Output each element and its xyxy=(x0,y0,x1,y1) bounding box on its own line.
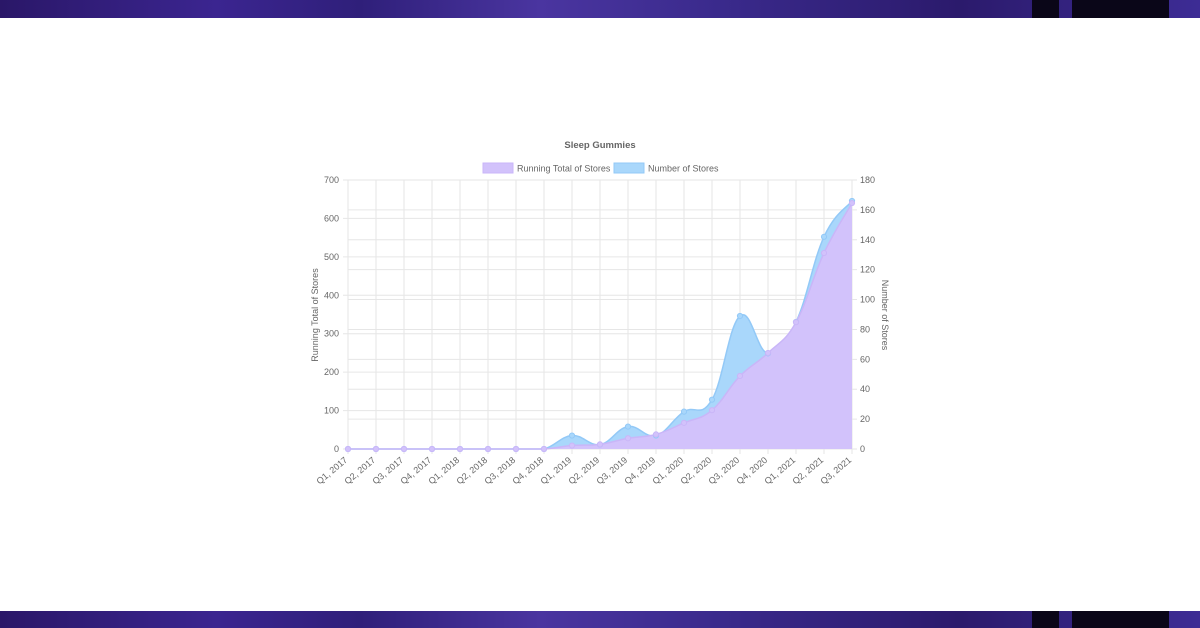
legend-label-number-of-stores[interactable]: Number of Stores xyxy=(648,164,719,174)
point-running-total xyxy=(820,249,828,257)
area-running-total xyxy=(348,203,852,449)
right-tick-label: 20 xyxy=(860,414,870,424)
right-tick-label: 100 xyxy=(860,295,875,305)
legend-label-running-total[interactable]: Running Total of Stores xyxy=(517,164,611,174)
point-running-total xyxy=(512,445,520,453)
right-tick-label: 40 xyxy=(860,384,870,394)
right-tick-label: 160 xyxy=(860,205,875,215)
left-axis-label: Running Total of Stores xyxy=(310,268,320,362)
point-running-total xyxy=(764,349,772,357)
area-number-of-stores xyxy=(348,200,852,449)
right-tick-label: 80 xyxy=(860,324,870,334)
right-tick-label: 120 xyxy=(860,265,875,275)
right-tick-label: 180 xyxy=(860,175,875,185)
point-running-total xyxy=(372,445,380,453)
series-points xyxy=(344,197,856,453)
point-running-total xyxy=(596,441,604,448)
point-running-total xyxy=(792,319,800,326)
point-number-of-stores xyxy=(708,396,716,403)
left-tick-label: 100 xyxy=(324,406,339,416)
legend-swatch-running-total[interactable] xyxy=(482,162,514,174)
point-number-of-stores xyxy=(680,408,688,415)
chart-title: Sleep Gummies xyxy=(564,140,635,151)
right-tick-label: 60 xyxy=(860,354,870,364)
point-running-total xyxy=(652,431,660,438)
point-number-of-stores xyxy=(568,432,576,439)
left-tick-label: 300 xyxy=(324,329,339,339)
point-running-total xyxy=(484,445,492,453)
top-banner xyxy=(0,0,1200,18)
left-tick-label: 0 xyxy=(334,444,339,454)
point-running-total xyxy=(848,199,856,207)
point-running-total xyxy=(680,419,688,426)
legend-swatch-number-of-stores[interactable] xyxy=(613,162,645,174)
point-running-total xyxy=(344,445,352,453)
point-running-total xyxy=(568,442,576,449)
bottom-banner xyxy=(0,611,1200,628)
point-number-of-stores xyxy=(820,233,828,240)
right-axis-label: Number of Stores xyxy=(880,280,890,351)
left-tick-label: 200 xyxy=(324,367,339,377)
x-tick-label: Q3, 2021 xyxy=(818,455,853,486)
right-tick-label: 140 xyxy=(860,235,875,245)
left-tick-label: 400 xyxy=(324,290,339,300)
left-tick-label: 600 xyxy=(324,213,339,223)
left-tick-label: 500 xyxy=(324,252,339,262)
legend[interactable]: Running Total of Stores Number of Stores xyxy=(482,162,719,174)
point-number-of-stores xyxy=(624,423,632,430)
point-running-total xyxy=(624,435,632,442)
right-axis-ticks: 0 20 40 60 80 100 120 140 160 180 xyxy=(860,175,875,454)
point-running-total xyxy=(456,445,464,453)
point-running-total xyxy=(428,445,436,453)
point-running-total xyxy=(540,445,548,453)
point-running-total xyxy=(736,372,744,380)
right-tick-label: 0 xyxy=(860,444,865,454)
left-tick-label: 700 xyxy=(324,175,339,185)
point-running-total xyxy=(708,407,716,414)
left-axis-ticks: 0 100 200 300 400 500 600 700 xyxy=(324,175,339,454)
point-running-total xyxy=(400,445,408,453)
point-number-of-stores xyxy=(736,312,744,320)
